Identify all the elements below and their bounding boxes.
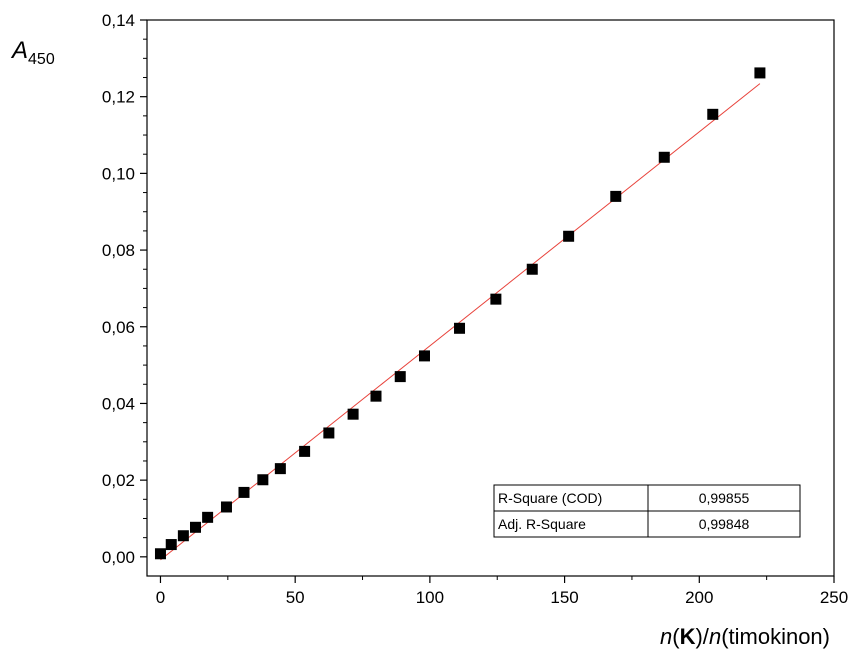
- data-point: [563, 230, 575, 242]
- data-point: [257, 474, 269, 486]
- y-tick-label: 0,02: [102, 471, 135, 490]
- data-layer: [154, 67, 766, 561]
- y-tick-label: 0,06: [102, 318, 135, 337]
- y-axis-title: A450: [10, 37, 55, 68]
- stats-value-r-square: 0,99855: [699, 490, 750, 506]
- x-axis-title: n(K)/n(timokinon): [660, 624, 830, 649]
- data-point: [299, 445, 311, 457]
- y-tick-label: 0,12: [102, 88, 135, 107]
- data-point: [154, 548, 166, 560]
- data-point: [754, 67, 766, 79]
- data-point: [370, 390, 382, 402]
- data-point: [418, 350, 430, 362]
- data-point: [323, 427, 335, 439]
- data-point: [238, 486, 250, 498]
- data-point: [220, 501, 232, 513]
- data-point: [526, 263, 538, 275]
- data-point: [394, 371, 406, 383]
- data-point: [707, 108, 719, 120]
- stats-label-adj-r-square: Adj. R-Square: [498, 516, 586, 532]
- data-point: [610, 190, 622, 202]
- x-tick-label: 200: [685, 588, 713, 607]
- data-point: [202, 511, 214, 523]
- x-tick-label: 50: [286, 588, 305, 607]
- plot-frame: [146, 19, 835, 577]
- y-tick-label: 0,14: [102, 11, 135, 30]
- data-point: [490, 293, 502, 305]
- y-tick-label: 0,00: [102, 548, 135, 567]
- data-point: [274, 463, 286, 475]
- y-tick-label: 0,10: [102, 164, 135, 183]
- data-point: [165, 539, 177, 551]
- axes: 0 50 100 150 200 250 0,00 0,02 0,04 0,06 0,08 0,10 0…: [102, 11, 848, 607]
- data-point: [454, 322, 466, 334]
- y-tick-label: 0,08: [102, 241, 135, 260]
- y-tick-label: 0,04: [102, 394, 135, 413]
- data-point: [347, 408, 359, 420]
- x-tick-label: 0: [156, 588, 165, 607]
- x-tick-label: 150: [550, 588, 578, 607]
- stats-label-r-square: R-Square (COD): [498, 490, 602, 506]
- data-point: [189, 521, 201, 533]
- stats-table: R-Square (COD) 0,99855 Adj. R-Square 0,9…: [493, 484, 801, 538]
- x-tick-label: 100: [416, 588, 444, 607]
- data-point: [658, 151, 670, 163]
- data-point: [177, 530, 189, 542]
- x-tick-label: 250: [820, 588, 848, 607]
- stats-value-adj-r-square: 0,99848: [699, 516, 750, 532]
